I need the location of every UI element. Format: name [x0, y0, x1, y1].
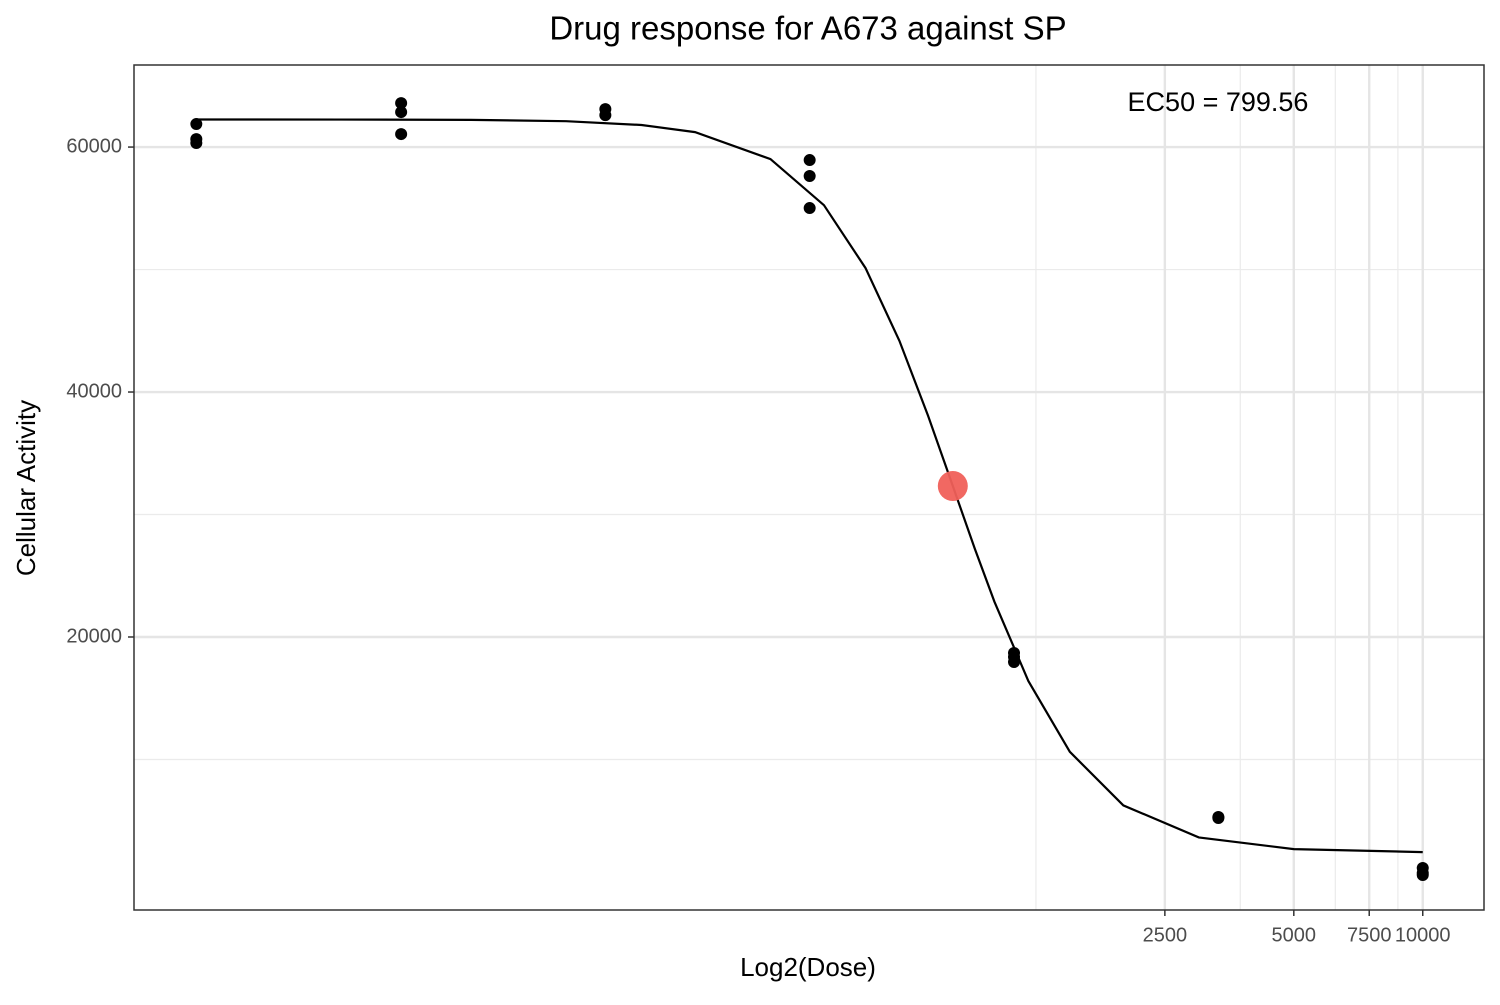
- ec50-point: [937, 471, 968, 502]
- data-point: [1212, 811, 1225, 824]
- x-tick-label: 2500: [1143, 924, 1188, 946]
- fit-curve: [196, 118, 1423, 854]
- data-point: [803, 202, 816, 215]
- x-axis-label: Log2(Dose): [740, 952, 876, 982]
- data-point: [395, 97, 408, 110]
- plot-area: [190, 97, 1429, 881]
- data-point: [395, 128, 408, 141]
- y-tick-label: 20000: [66, 625, 122, 647]
- data-point: [190, 137, 203, 150]
- x-tick-label: 10000: [1395, 924, 1451, 946]
- y-axis-label: Cellular Activity: [11, 400, 41, 576]
- data-point: [1008, 655, 1021, 668]
- panel-border: [133, 64, 1485, 911]
- annotation: EC50 = 799.56: [1128, 87, 1309, 117]
- data-point: [803, 154, 816, 167]
- data-point: [395, 106, 408, 119]
- data-point: [803, 170, 816, 183]
- y-tick-label: 40000: [66, 380, 122, 402]
- data-point: [1416, 868, 1429, 881]
- data-point: [599, 109, 612, 122]
- x-tick-label: 7500: [1347, 924, 1392, 946]
- grid: 20000 40000 60000 2500 5000 7500 10000: [66, 65, 1484, 946]
- x-tick-label: 5000: [1272, 924, 1317, 946]
- y-tick-label: 60000: [66, 135, 122, 157]
- data-point: [190, 118, 203, 131]
- chart-title: Drug response for A673 against SP: [549, 10, 1066, 47]
